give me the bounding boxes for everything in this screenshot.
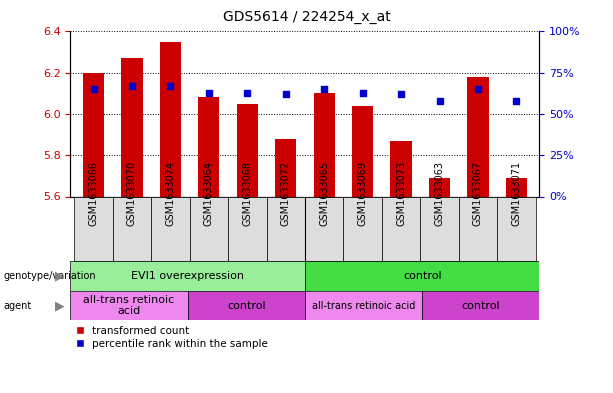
Text: GSM1633063: GSM1633063: [435, 161, 444, 226]
Text: ▶: ▶: [55, 270, 64, 283]
Text: EVI1 overexpression: EVI1 overexpression: [131, 271, 244, 281]
Text: GSM1633067: GSM1633067: [473, 161, 483, 226]
Text: genotype/variation: genotype/variation: [3, 271, 96, 281]
Text: GSM1633070: GSM1633070: [127, 161, 137, 226]
Text: all-trans retinoic acid: all-trans retinoic acid: [312, 301, 415, 310]
Point: [435, 97, 444, 104]
Bar: [506, 178, 527, 196]
Bar: [237, 104, 258, 196]
Text: agent: agent: [3, 301, 31, 310]
Point: [511, 97, 521, 104]
Bar: [198, 97, 219, 196]
Text: GSM1633072: GSM1633072: [281, 160, 291, 226]
FancyBboxPatch shape: [421, 196, 459, 261]
Text: GSM1633064: GSM1633064: [204, 161, 214, 226]
Bar: [275, 139, 296, 196]
Point: [281, 91, 291, 97]
Bar: [429, 178, 450, 196]
Text: GSM1633074: GSM1633074: [166, 161, 175, 226]
FancyBboxPatch shape: [189, 196, 228, 261]
Point: [319, 86, 329, 92]
Text: control: control: [227, 301, 265, 310]
Point: [242, 89, 252, 95]
Text: GDS5614 / 224254_x_at: GDS5614 / 224254_x_at: [223, 10, 390, 24]
Bar: [314, 94, 335, 196]
FancyBboxPatch shape: [113, 196, 151, 261]
Bar: [83, 73, 104, 196]
Point: [396, 91, 406, 97]
Bar: [390, 141, 412, 196]
FancyBboxPatch shape: [382, 196, 421, 261]
Bar: [188, 291, 305, 320]
FancyBboxPatch shape: [267, 196, 305, 261]
Bar: [422, 291, 539, 320]
FancyBboxPatch shape: [74, 196, 113, 261]
Text: control: control: [462, 301, 500, 310]
Point: [204, 89, 214, 95]
Bar: [305, 291, 422, 320]
Point: [358, 89, 368, 95]
Text: GSM1633065: GSM1633065: [319, 161, 329, 226]
Point: [89, 86, 99, 92]
FancyBboxPatch shape: [151, 196, 189, 261]
FancyBboxPatch shape: [228, 196, 267, 261]
Point: [166, 83, 175, 89]
FancyBboxPatch shape: [459, 196, 497, 261]
Bar: [467, 77, 489, 196]
Bar: [70, 261, 305, 291]
Text: ▶: ▶: [55, 299, 64, 312]
Bar: [305, 261, 539, 291]
Text: GSM1633069: GSM1633069: [357, 161, 368, 226]
Legend: transformed count, percentile rank within the sample: transformed count, percentile rank withi…: [75, 325, 268, 349]
Bar: [352, 106, 373, 196]
Text: GSM1633066: GSM1633066: [88, 161, 99, 226]
Point: [473, 86, 483, 92]
Point: [127, 83, 137, 89]
Bar: [121, 58, 143, 196]
Text: GSM1633068: GSM1633068: [242, 161, 253, 226]
Bar: [70, 291, 188, 320]
FancyBboxPatch shape: [305, 196, 343, 261]
Text: all-trans retinoic
acid: all-trans retinoic acid: [83, 295, 175, 316]
Text: GSM1633071: GSM1633071: [511, 161, 522, 226]
Text: control: control: [403, 271, 441, 281]
Text: GSM1633073: GSM1633073: [396, 161, 406, 226]
FancyBboxPatch shape: [497, 196, 536, 261]
Bar: [160, 42, 181, 196]
FancyBboxPatch shape: [343, 196, 382, 261]
